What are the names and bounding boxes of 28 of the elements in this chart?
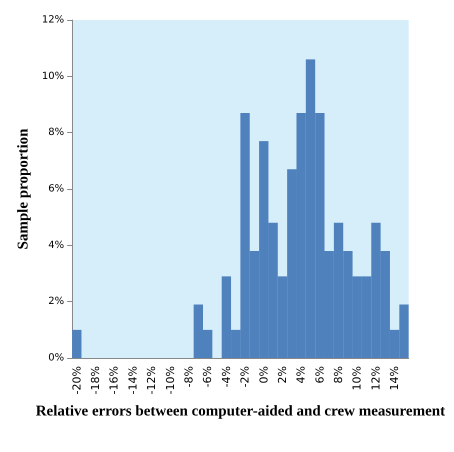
x-tick-label: -4% (220, 366, 233, 388)
x-tick-label: 12% (369, 366, 382, 390)
bar (72, 330, 82, 358)
y-tick-label: 12% (42, 14, 64, 26)
y-tick-label: 8% (48, 127, 64, 138)
x-tick-label: -2% (238, 366, 252, 388)
y-tick-label: 0% (48, 352, 64, 364)
x-tick-label: -12% (145, 366, 158, 394)
x-tick-label: 0% (257, 366, 270, 384)
y-tick-label: 2% (48, 296, 64, 308)
y-axis-title: Sample proportion (16, 128, 32, 250)
x-tick-label: -20% (70, 366, 84, 394)
x-tick-label: -6% (201, 366, 214, 388)
x-axis-title: Relative errors between computer-aided and crew measurement (36, 403, 446, 420)
x-tick-label: 4% (294, 366, 308, 384)
x-tick-label: -18% (88, 366, 102, 394)
x-tick-label: 10% (350, 366, 364, 390)
y-tick-label: 4% (48, 240, 64, 251)
x-tick-label: 6% (313, 366, 326, 384)
x-tick-label: 8% (332, 366, 346, 384)
x-tick-label: -8% (182, 366, 196, 388)
x-tick-label: 14% (388, 366, 402, 390)
x-tick-label: -10% (164, 366, 177, 394)
x-tick-label: -16% (108, 366, 121, 394)
x-tick-label: -14% (126, 366, 140, 394)
y-tick-label: 10% (42, 70, 64, 82)
x-tick-label: 2% (276, 366, 289, 384)
y-tick-label: 6% (48, 184, 64, 194)
